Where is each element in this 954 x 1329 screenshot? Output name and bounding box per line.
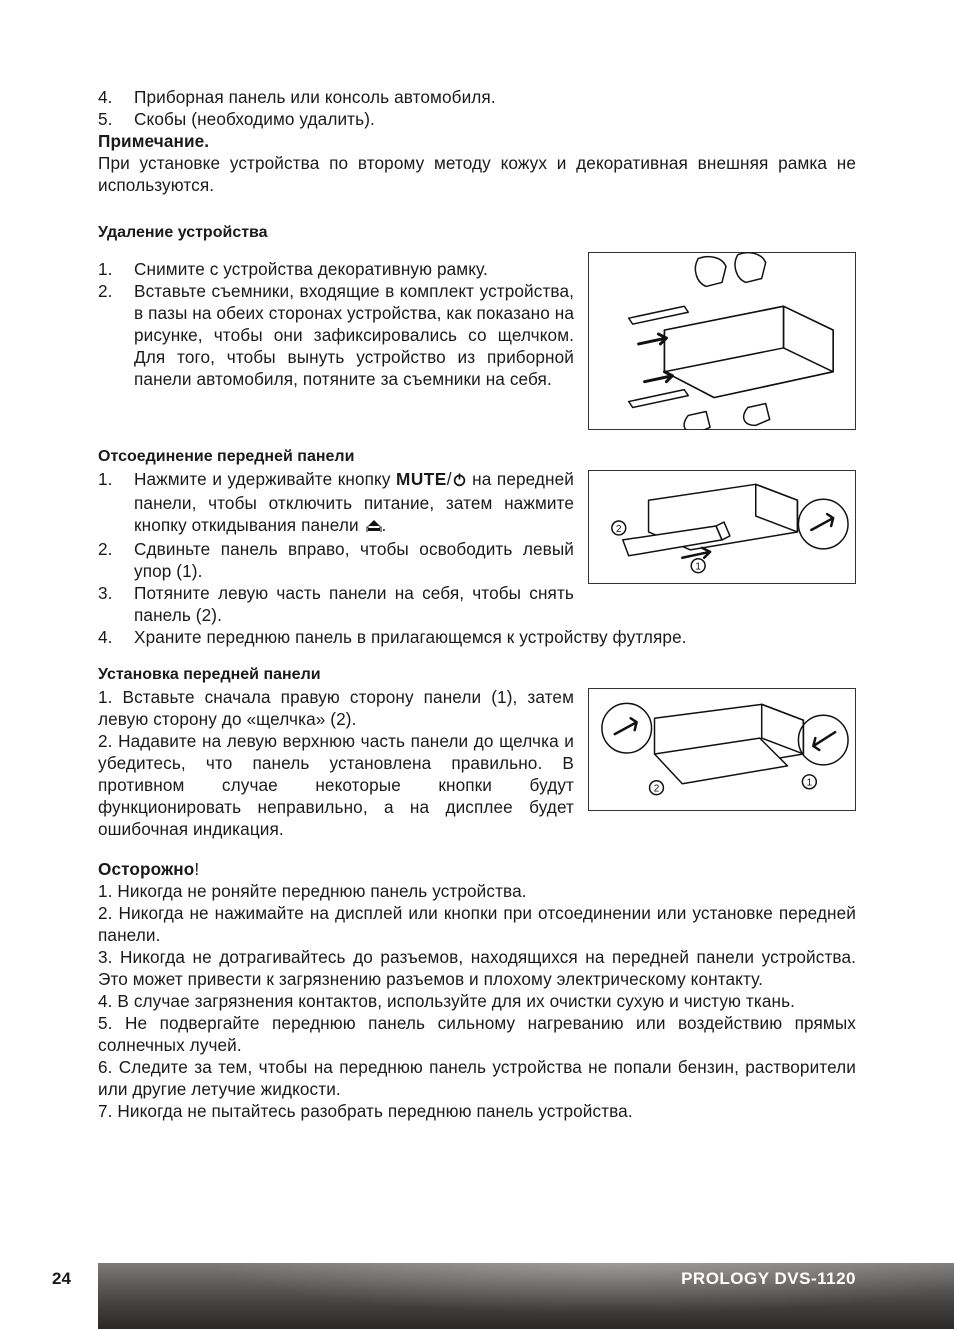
item-number: 1. [98, 258, 134, 280]
eject-icon [366, 516, 382, 538]
caution-item: 6. Следите за тем, чтобы на переднюю пан… [98, 1056, 856, 1100]
mute-label: MUTE [396, 469, 447, 489]
caution-bang: ! [194, 859, 199, 879]
caution-list: 1. Никогда не роняйте переднюю панель ус… [98, 880, 856, 1122]
detach-list-cont: 4. Храните переднюю панель в прилагающем… [98, 626, 856, 648]
figure-detach: 2 1 [588, 470, 856, 584]
page-footer: 24 PROLOGY DVS-1120 [0, 1239, 954, 1329]
list-item: 3. Потяните левую часть панели на себя, … [98, 582, 574, 626]
caution-word: Осторожно [98, 859, 194, 879]
svg-text:1: 1 [695, 562, 701, 573]
caution-item: 2. Никогда не нажимайте на дисплей или к… [98, 902, 856, 946]
section-title-detach: Отсоединение передней панели [98, 448, 856, 466]
intro-list: 4. Приборная панель или консоль автомоби… [98, 86, 856, 130]
item-number: 1. [98, 468, 134, 538]
figure-removal [588, 252, 856, 430]
caution-item: 7. Никогда не пытайтесь разобрать передн… [98, 1100, 856, 1122]
caution-item: 4. В случае загрязнения контактов, испол… [98, 990, 856, 1012]
svg-text:2: 2 [616, 524, 622, 535]
item-number: 4. [98, 86, 134, 108]
item-number: 2. [98, 538, 134, 582]
item-text: Нажмите и удерживайте кнопку MUTE/ на пе… [134, 468, 574, 538]
text-part: Нажмите и удерживайте кнопку [134, 469, 396, 489]
item-text: Снимите с устройства декоративную рамку. [134, 258, 574, 280]
item-text: Храните переднюю панель в прилагающемся … [134, 626, 856, 648]
item-number: 4. [98, 626, 134, 648]
note-title: Примечание. [98, 130, 856, 152]
text-part: . [382, 515, 387, 535]
svg-text:1: 1 [807, 778, 813, 789]
power-icon [452, 470, 467, 492]
list-item: 5. Скобы (необходимо удалить). [98, 108, 856, 130]
item-text: Приборная панель или консоль автомобиля. [134, 86, 856, 108]
model-label: PROLOGY DVS-1120 [681, 1269, 856, 1289]
svg-text:2: 2 [654, 784, 660, 795]
item-number: 5. [98, 108, 134, 130]
item-text: Сдвиньте панель вправо, чтобы освободить… [134, 538, 574, 582]
list-item: 1. Снимите с устройства декоративную рам… [98, 258, 574, 280]
list-item: 1. Нажмите и удерживайте кнопку MUTE/ на… [98, 468, 574, 538]
item-text: Потяните левую часть панели на себя, что… [134, 582, 574, 626]
section-title-caution: Осторожно! [98, 858, 856, 880]
list-item: 2. Сдвиньте панель вправо, чтобы освобод… [98, 538, 574, 582]
note-text: При установке устройства по второму мето… [98, 152, 856, 196]
list-item: 4. Храните переднюю панель в прилагающем… [98, 626, 856, 648]
section-title-install: Установка передней панели [98, 666, 856, 684]
page-number: 24 [52, 1269, 71, 1289]
caution-item: 1. Никогда не роняйте переднюю панель ус… [98, 880, 856, 902]
item-text: Скобы (необходимо удалить). [134, 108, 856, 130]
figure-install: 2 1 [588, 688, 856, 811]
list-item: 4. Приборная панель или консоль автомоби… [98, 86, 856, 108]
item-number: 2. [98, 280, 134, 390]
caution-item: 5. Не подвергайте переднюю панель сильно… [98, 1012, 856, 1056]
list-item: 2. Вставьте съемники, входящие в комплек… [98, 280, 574, 390]
item-text: Вставьте съемники, входящие в комплект у… [134, 280, 574, 390]
item-number: 3. [98, 582, 134, 626]
caution-item: 3. Никогда не дотрагивайтесь до разъемов… [98, 946, 856, 990]
section-title-removal: Удаление устройства [98, 224, 856, 242]
